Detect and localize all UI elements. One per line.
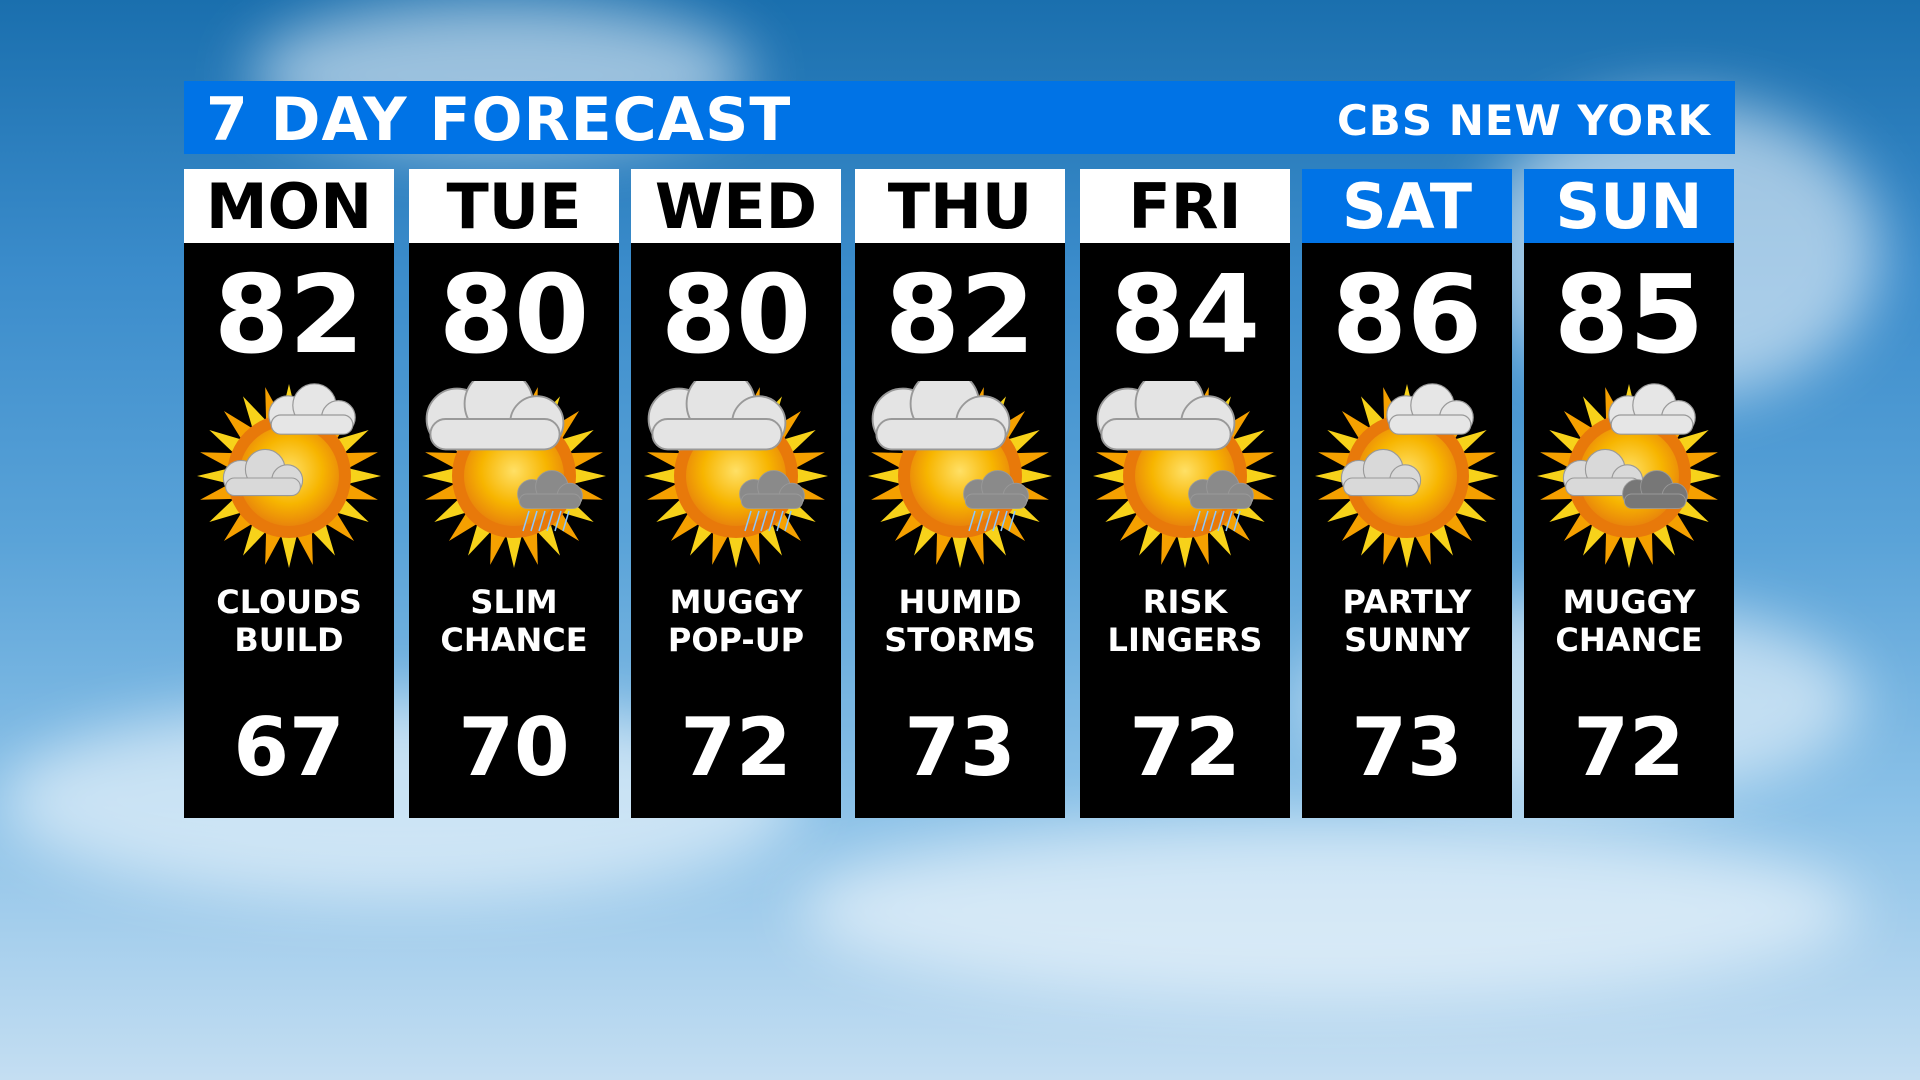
condition-line-1: MUGGY: [669, 583, 803, 621]
condition-line-1: MUGGY: [1562, 583, 1696, 621]
high-temp: 84: [1109, 253, 1261, 378]
high-temp: 85: [1553, 253, 1705, 378]
cloudy-storm-chance-icon: [641, 368, 831, 571]
day-panel: 80 SLIM CHANCE 70: [409, 243, 619, 818]
day-label: FRI: [1080, 169, 1290, 243]
high-temp: 86: [1331, 253, 1483, 378]
condition-line-1: SLIM: [470, 583, 558, 621]
station-brand: CBS NEW YORK: [1336, 96, 1711, 145]
condition-line-2: CHANCE: [1555, 621, 1703, 659]
low-temp: 73: [904, 701, 1016, 794]
day-column-tue: TUE 80 SLIM CHANCE 70: [409, 169, 619, 818]
high-temp: 82: [213, 253, 365, 378]
condition-text: CLOUDS BUILD: [184, 583, 394, 659]
partly-cloudy-icon: [194, 381, 384, 571]
cloudy-storm-chance-icon: [865, 368, 1055, 571]
day-panel: 85 MUGGY CHANCE 72: [1524, 243, 1734, 818]
day-label: WED: [631, 169, 841, 243]
cloudy-storm-chance-icon: [1090, 368, 1280, 571]
condition-line-2: SUNNY: [1344, 621, 1470, 659]
condition-line-1: HUMID: [898, 583, 1022, 621]
condition-line-2: POP-UP: [667, 621, 805, 659]
day-column-thu: THU 82 HUMID STORMS 73: [855, 169, 1065, 818]
high-temp: 80: [438, 253, 590, 378]
day-label: SUN: [1524, 169, 1734, 243]
condition-text: MUGGY POP-UP: [631, 583, 841, 659]
high-temp: 80: [660, 253, 812, 378]
low-temp: 72: [1573, 701, 1685, 794]
partly-cloudy-icon: [1312, 381, 1502, 571]
condition-line-1: RISK: [1142, 583, 1228, 621]
low-temp: 72: [680, 701, 792, 794]
day-column-mon: MON 82 CLOUDS BUILD 67: [184, 169, 394, 818]
low-temp: 73: [1351, 701, 1463, 794]
day-panel: 86 PARTLY SUNNY 73: [1302, 243, 1512, 818]
day-label: THU: [855, 169, 1065, 243]
condition-text: HUMID STORMS: [855, 583, 1065, 659]
condition-line-2: CHANCE: [440, 621, 588, 659]
day-panel: 84 RISK LINGERS 72: [1080, 243, 1290, 818]
high-temp: 82: [884, 253, 1036, 378]
page-title: 7 DAY FORECAST: [206, 85, 792, 155]
day-label: MON: [184, 169, 394, 243]
condition-text: MUGGY CHANCE: [1524, 583, 1734, 659]
low-temp: 67: [233, 701, 345, 794]
condition-text: SLIM CHANCE: [409, 583, 619, 659]
day-column-wed: WED 80 MUGGY POP-UP 72: [631, 169, 841, 818]
day-label: SAT: [1302, 169, 1512, 243]
condition-line-1: PARTLY: [1342, 583, 1472, 621]
condition-line-1: CLOUDS: [216, 583, 362, 621]
day-panel: 82 HUMID STORMS 73: [855, 243, 1065, 818]
condition-text: RISK LINGERS: [1080, 583, 1290, 659]
condition-text: PARTLY SUNNY: [1302, 583, 1512, 659]
forecast-header: 7 DAY FORECAST CBS NEW YORK: [184, 81, 1735, 155]
day-column-sun: SUN 85 MUGGY CHANCE 72: [1524, 169, 1734, 818]
low-temp: 72: [1129, 701, 1241, 794]
sky-cloud: [800, 820, 1860, 1000]
low-temp: 70: [458, 701, 570, 794]
condition-line-2: BUILD: [234, 621, 344, 659]
cloudy-storm-chance-icon: [419, 368, 609, 571]
day-column-fri: FRI 84 RISK LINGERS 72: [1080, 169, 1290, 818]
day-panel: 82 CLOUDS BUILD 67: [184, 243, 394, 818]
condition-line-2: LINGERS: [1107, 621, 1263, 659]
condition-line-2: STORMS: [884, 621, 1036, 659]
partly-cloudy-storm-icon: [1534, 381, 1724, 571]
day-label: TUE: [409, 169, 619, 243]
day-panel: 80 MUGGY POP-UP 72: [631, 243, 841, 818]
day-column-sat: SAT 86 PARTLY SUNNY 73: [1302, 169, 1512, 818]
